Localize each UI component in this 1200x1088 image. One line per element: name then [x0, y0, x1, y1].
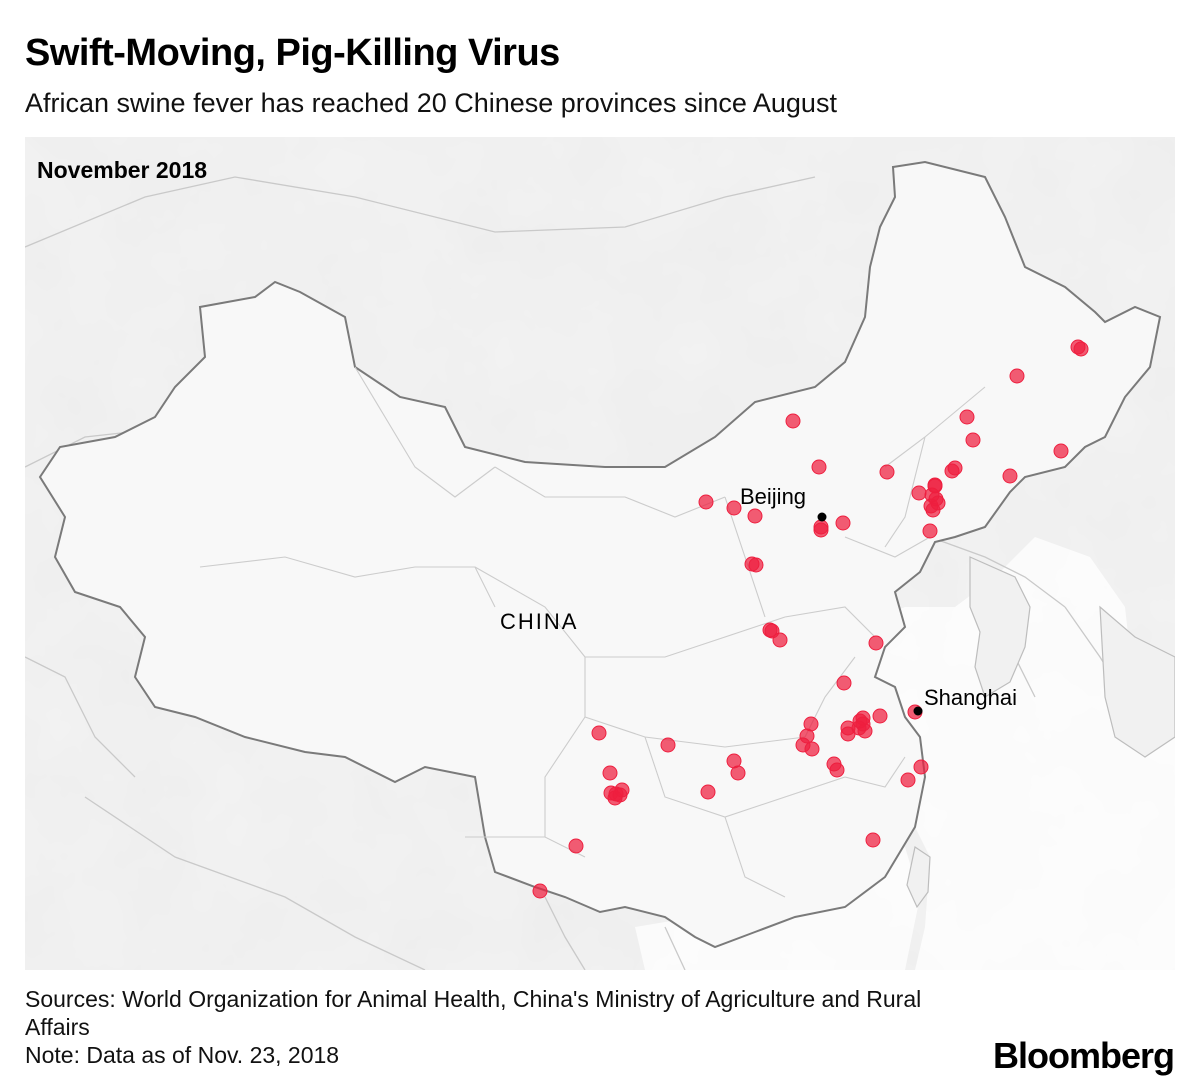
outbreak-dot [840, 726, 856, 742]
outbreak-dot [965, 432, 981, 448]
outbreak-dot [772, 632, 788, 648]
shanghai-marker [913, 706, 923, 716]
east-asia-land [906, 556, 1175, 909]
outbreak-dot [532, 883, 548, 899]
outbreak-dot [811, 459, 827, 475]
outbreak-dot [900, 772, 916, 788]
map-panel: Beijing Shanghai CHINA November 2018 [25, 137, 1175, 970]
sources-note: Sources: World Organization for Animal H… [25, 986, 922, 1040]
outbreak-dot [829, 762, 845, 778]
bloomberg-logo: Bloomberg [992, 1035, 1175, 1076]
outbreak-dot [879, 464, 895, 480]
outbreak-dot [865, 832, 881, 848]
outbreak-dot [868, 635, 884, 651]
outbreak-dot [835, 515, 851, 531]
outbreak-dot [698, 494, 714, 510]
beijing-label: Beijing [740, 484, 806, 509]
outbreak-dots [532, 339, 1089, 899]
chart-title: Swift-Moving, Pig-Killing Virus [25, 32, 560, 74]
outbreak-dot [602, 765, 618, 781]
outbreak-dot [700, 784, 716, 800]
beijing-marker [817, 512, 827, 522]
china-map: Beijing Shanghai CHINA [25, 137, 1175, 970]
outbreak-dot [913, 759, 929, 775]
sea-area [855, 537, 1175, 970]
outbreak-dot [911, 485, 927, 501]
outbreak-dot [1073, 341, 1089, 357]
outbreak-dot [591, 725, 607, 741]
outbreak-dot [872, 708, 888, 724]
footer: Sources: World Organization for Animal H… [25, 985, 965, 1069]
outbreak-dot [608, 786, 624, 802]
outbreak-dot [730, 765, 746, 781]
data-note: Note: Data as of Nov. 23, 2018 [25, 1042, 340, 1068]
outbreak-dot [813, 522, 829, 538]
country-label: CHINA [500, 609, 578, 634]
outbreak-dot [726, 500, 742, 516]
outbreak-dot [925, 502, 941, 518]
outbreak-dot [748, 557, 764, 573]
outbreak-dot [804, 741, 820, 757]
outbreak-dot [747, 508, 763, 524]
outbreak-dot [785, 413, 801, 429]
city-markers: Beijing Shanghai [740, 484, 1017, 716]
shanghai-label: Shanghai [924, 685, 1017, 710]
china-border [38, 160, 1162, 949]
outbreak-dot [944, 463, 960, 479]
chart-subtitle: African swine fever has reached 20 Chine… [25, 88, 837, 118]
outbreak-dot [1002, 468, 1018, 484]
outbreak-dot [1053, 443, 1069, 459]
outbreak-dot [568, 838, 584, 854]
outbreak-dot [660, 737, 676, 753]
outbreak-dot [922, 523, 938, 539]
outbreak-dot [927, 477, 943, 493]
outbreak-dot [959, 409, 975, 425]
outbreak-dot [836, 675, 852, 691]
outbreak-dot [852, 713, 868, 729]
province-borders [199, 366, 986, 898]
map-date-label: November 2018 [37, 157, 208, 183]
outbreak-dot [1009, 368, 1025, 384]
